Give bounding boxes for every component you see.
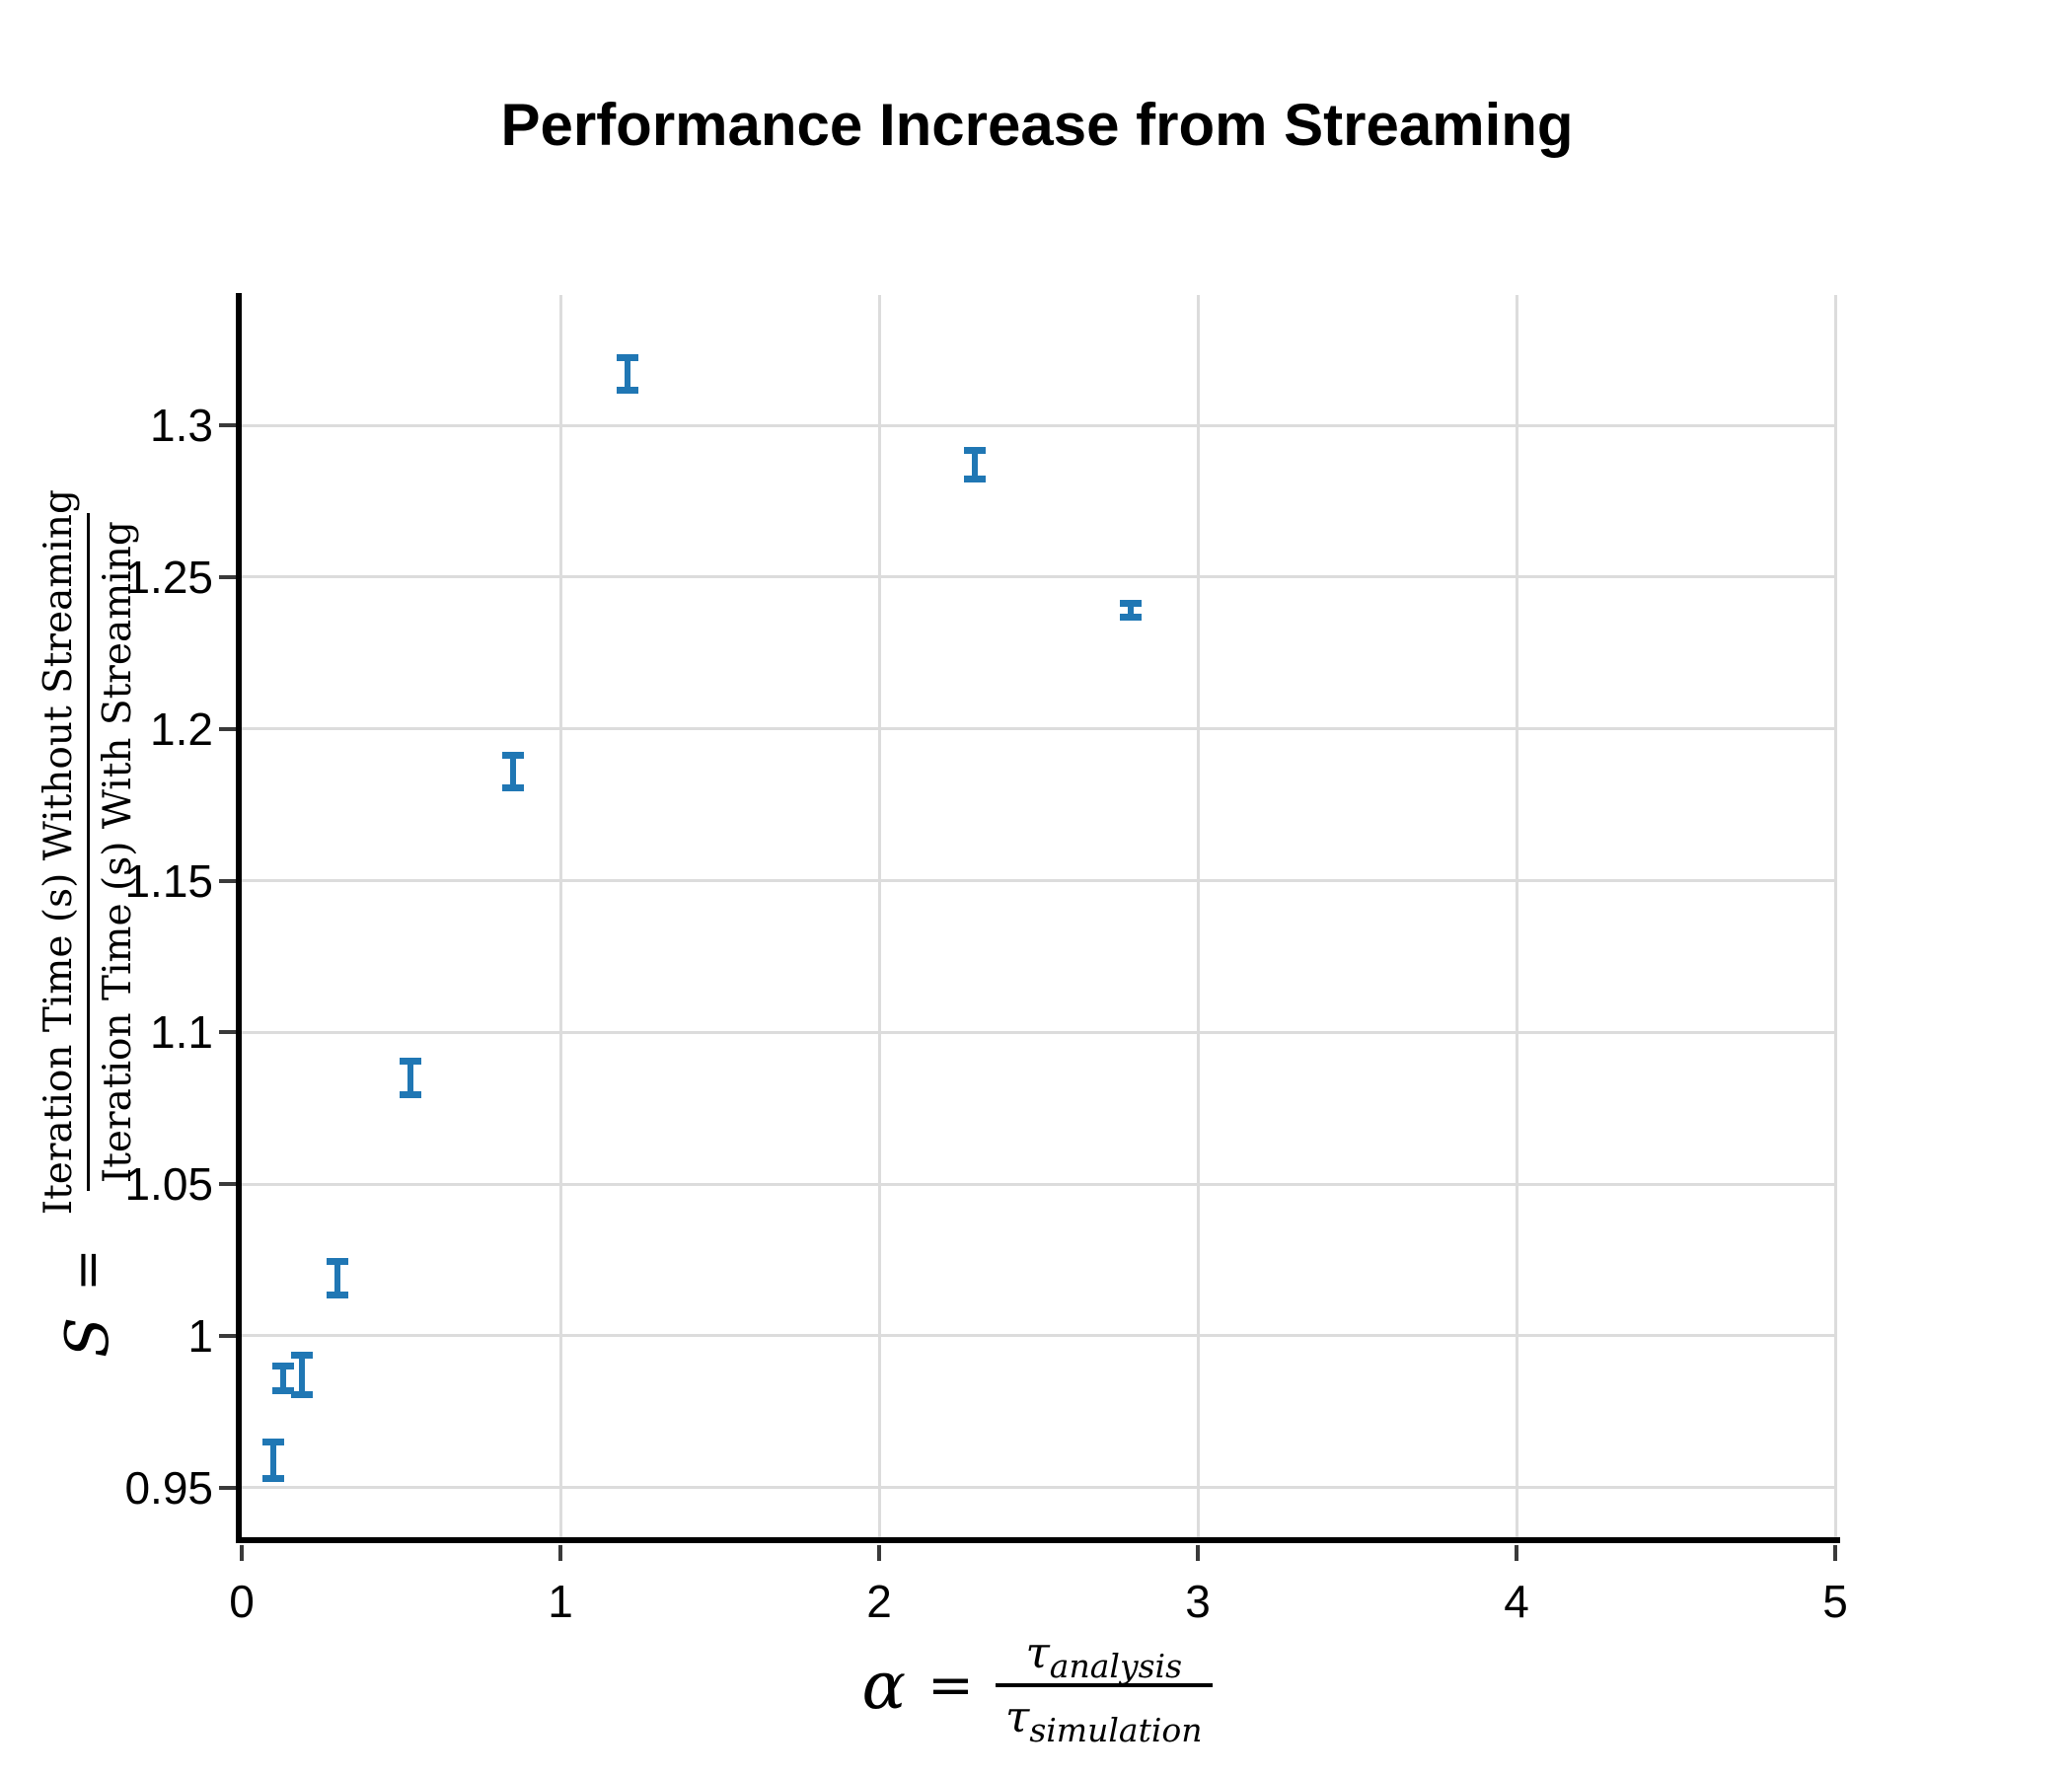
y-gridline [242, 1486, 1835, 1490]
error-bar [616, 354, 638, 394]
x-gridline [558, 295, 562, 1537]
x-gridline [1515, 295, 1518, 1537]
x-axis-spine [236, 1537, 1840, 1543]
error-bar-bottom-cap [501, 783, 524, 791]
y-tick-label: 1.2 [150, 703, 213, 755]
error-bar-line [624, 357, 630, 391]
y-gridline [242, 727, 1835, 731]
error-bar-line [407, 1061, 414, 1095]
error-bar [501, 751, 524, 791]
x-tick-mark [240, 1545, 244, 1561]
y-gridline [242, 1030, 1835, 1034]
x-tick-mark [877, 1545, 881, 1561]
y-tick-mark [219, 878, 236, 883]
y-tick-label: 1.05 [124, 1158, 213, 1211]
y-tick-label: 1.25 [124, 551, 213, 603]
x-axis-label: α = τanalysis τsimulation [239, 1628, 1835, 1746]
y-tick-label: 1.3 [150, 400, 213, 452]
x-label-equals: = [927, 1653, 974, 1718]
error-bar-line [279, 1366, 286, 1391]
y-tick-label: 0.95 [124, 1461, 213, 1514]
error-bar-bottom-cap [616, 386, 638, 394]
y-gridline [242, 1334, 1835, 1338]
x-tick-label: 3 [1185, 1576, 1211, 1627]
error-bar-bottom-cap [1120, 614, 1143, 621]
x-gridline [877, 295, 881, 1537]
error-bar-line [1128, 603, 1135, 618]
x-tick-label: 0 [229, 1576, 255, 1627]
y-gridline [242, 1182, 1835, 1186]
y-tick-mark [219, 574, 236, 579]
x-tick-label: 5 [1822, 1576, 1848, 1627]
error-bar [963, 446, 986, 483]
x-label-alpha-symbol: α [861, 1647, 907, 1724]
y-gridline [242, 423, 1835, 427]
chart-title: Performance Increase from Streaming [500, 92, 1574, 158]
y-tick-mark [219, 423, 236, 428]
error-bar-bottom-cap [400, 1090, 422, 1098]
y-tick-mark [219, 1030, 236, 1035]
y-gridline [242, 879, 1835, 882]
error-bar [262, 1439, 285, 1482]
x-tick-label: 2 [866, 1576, 892, 1627]
y-label-equals: = [58, 1248, 117, 1292]
y-tick-label: 1.15 [124, 854, 213, 907]
y-tick-mark [219, 726, 236, 731]
error-bar-line [509, 754, 516, 788]
y-tick-label: 1.1 [150, 1006, 213, 1059]
error-bar-bottom-cap [262, 1474, 285, 1482]
y-gridline [242, 575, 1835, 579]
error-bar-bottom-cap [326, 1291, 348, 1298]
error-bar [1120, 600, 1143, 621]
x-label-numerator: τanalysis [1025, 1628, 1183, 1685]
error-bar [400, 1058, 422, 1098]
x-tick-mark [1196, 1545, 1200, 1561]
x-label-fraction: τanalysis τsimulation [995, 1628, 1213, 1746]
x-tick-mark [1833, 1545, 1837, 1561]
y-tick-mark [219, 1333, 236, 1338]
y-tick-label: 1 [187, 1309, 213, 1362]
x-tick-mark [1515, 1545, 1518, 1561]
x-tick-label: 4 [1504, 1576, 1529, 1627]
x-tick-mark [558, 1545, 562, 1561]
error-bar-bottom-cap [271, 1386, 294, 1394]
error-bar-bottom-cap [963, 476, 986, 483]
error-bar-line [270, 1442, 277, 1479]
error-bar [271, 1363, 294, 1394]
error-bar [326, 1258, 348, 1298]
error-bar-line [333, 1261, 340, 1295]
x-gridline [1196, 295, 1200, 1537]
x-label-denominator: τsimulation [995, 1683, 1213, 1746]
y-tick-mark [219, 1485, 236, 1490]
error-bar-bottom-cap [291, 1391, 314, 1399]
y-tick-mark [219, 1182, 236, 1187]
error-bar-line [971, 449, 978, 481]
error-bar-line [299, 1355, 306, 1396]
error-bar [291, 1352, 314, 1399]
y-axis-spine [236, 293, 242, 1543]
x-tick-label: 1 [548, 1576, 573, 1627]
x-gridline [1833, 295, 1837, 1537]
